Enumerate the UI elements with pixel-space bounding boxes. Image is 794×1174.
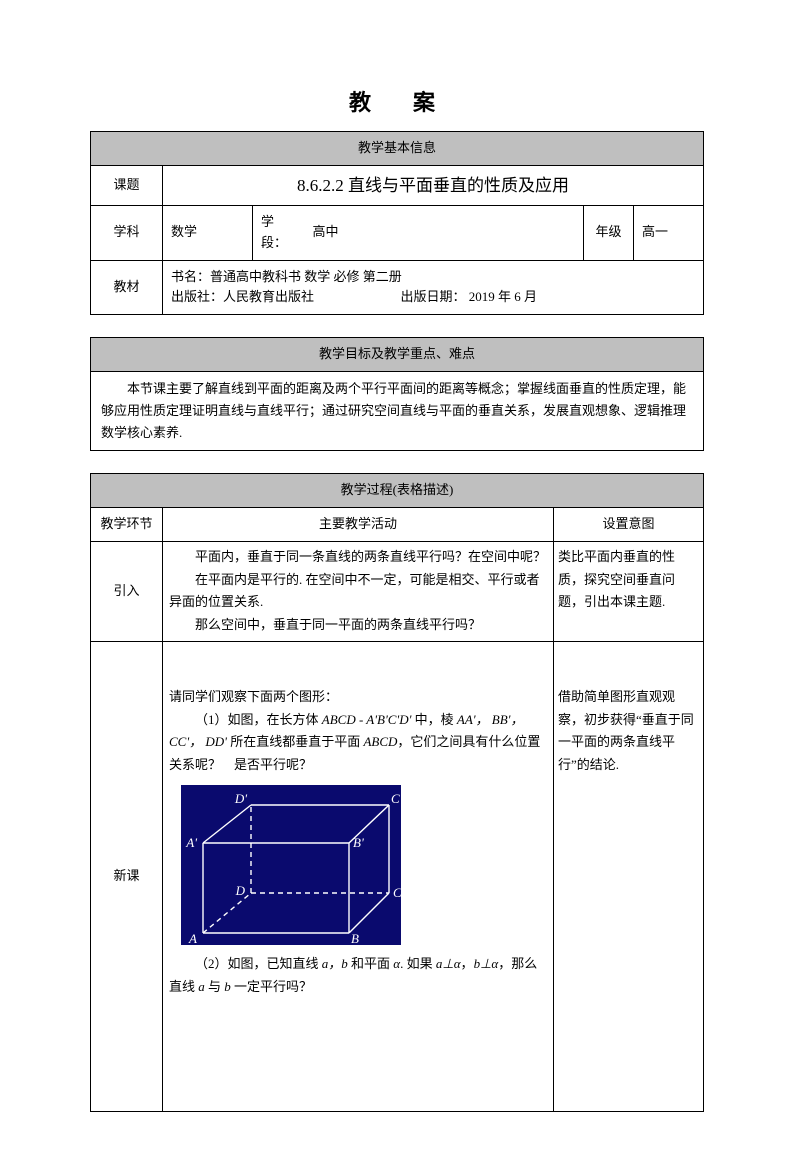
process-table: 教学过程(表格描述) 教学环节 主要教学活动 设置意图 引入 平面内，垂直于同一… <box>90 473 704 1112</box>
topic-label: 课题 <box>91 165 163 205</box>
goals-header: 教学目标及教学重点、难点 <box>91 338 704 372</box>
cuboid-figure: A B C D A' B' C' D' <box>181 785 547 945</box>
info-header: 教学基本信息 <box>91 132 704 166</box>
svg-text:C': C' <box>391 791 401 806</box>
activity-newcourse: 请同学们观察下面两个图形： （1）如图，在长方体 ABCD - A'B'C'D'… <box>163 641 554 1111</box>
intro-line1: 平面内，垂直于同一条直线的两条直线平行吗？在空间中呢？ <box>169 546 547 569</box>
activity-intro: 平面内，垂直于同一条直线的两条直线平行吗？在空间中呢？ 在平面内是平行的. 在空… <box>163 541 554 641</box>
phase-label: 学段： <box>253 205 305 260</box>
newcourse-item2: （2）如图，已知直线 a，b 和平面 α. 如果 a⊥α，b⊥α，那么直线 a … <box>169 953 547 999</box>
purpose-newcourse: 借助简单图形直观观察，初步获得“垂直于同一平面的两条直线平行”的结论. <box>554 641 704 1111</box>
col-purpose: 设置意图 <box>554 508 704 542</box>
process-header: 教学过程(表格描述) <box>91 474 704 508</box>
topic-value: 8.6.2.2 直线与平面垂直的性质及应用 <box>163 165 704 205</box>
grade-value: 高一 <box>634 205 704 260</box>
svg-text:B: B <box>351 931 359 945</box>
grade-label: 年级 <box>584 205 634 260</box>
svg-text:A: A <box>188 931 197 945</box>
table-row: 引入 平面内，垂直于同一条直线的两条直线平行吗？在空间中呢？ 在平面内是平行的.… <box>91 541 704 641</box>
publisher-label: 出版社： <box>171 289 223 304</box>
pubdate-label: 出版日期： <box>401 289 466 304</box>
book-name-label: 书名： <box>171 269 210 284</box>
col-activity: 主要教学活动 <box>163 508 554 542</box>
publisher-value: 人民教育出版社 <box>223 289 314 304</box>
stage-newcourse: 新课 <box>91 641 163 1111</box>
textbook-value: 书名：普通高中教科书 数学 必修 第二册 出版社：人民教育出版社 出版日期： 2… <box>163 260 704 315</box>
goals-table: 教学目标及教学重点、难点 本节课主要了解直线到平面的距离及两个平行平面间的距离等… <box>90 337 704 451</box>
phase-value: 高中 <box>305 205 584 260</box>
newcourse-item1: （1）如图，在长方体 ABCD - A'B'C'D' 中，棱 AA'， BB'，… <box>169 709 547 777</box>
intro-line2: 在平面内是平行的. 在空间中不一定，可能是相交、平行或者异面的位置关系. <box>169 569 547 615</box>
subject-value: 数学 <box>163 205 253 260</box>
svg-text:C: C <box>393 885 401 900</box>
svg-text:A': A' <box>185 835 197 850</box>
stage-intro: 引入 <box>91 541 163 641</box>
goals-text: 本节课主要了解直线到平面的距离及两个平行平面间的距离等概念；掌握线面垂直的性质定… <box>91 371 704 450</box>
newcourse-intro: 请同学们观察下面两个图形： <box>169 686 547 709</box>
subject-label: 学科 <box>91 205 163 260</box>
pubdate-value: 2019 年 6 月 <box>466 289 538 304</box>
svg-text:D: D <box>235 883 246 898</box>
book-name-value: 普通高中教科书 数学 必修 第二册 <box>210 269 402 284</box>
svg-text:B': B' <box>353 835 364 850</box>
intro-line3: 那么空间中，垂直于同一平面的两条直线平行吗？ <box>169 614 547 637</box>
col-stage: 教学环节 <box>91 508 163 542</box>
svg-text:D': D' <box>234 791 247 806</box>
purpose-intro: 类比平面内垂直的性质，探究空间垂直问题，引出本课主题. <box>554 541 704 641</box>
cuboid-svg: A B C D A' B' C' D' <box>181 785 401 945</box>
textbook-label: 教材 <box>91 260 163 315</box>
page-title: 教 案 <box>90 85 704 117</box>
info-table: 教学基本信息 课题 8.6.2.2 直线与平面垂直的性质及应用 学科 数学 学段… <box>90 131 704 315</box>
table-row: 新课 请同学们观察下面两个图形： （1）如图，在长方体 ABCD - A'B'C… <box>91 641 704 1111</box>
